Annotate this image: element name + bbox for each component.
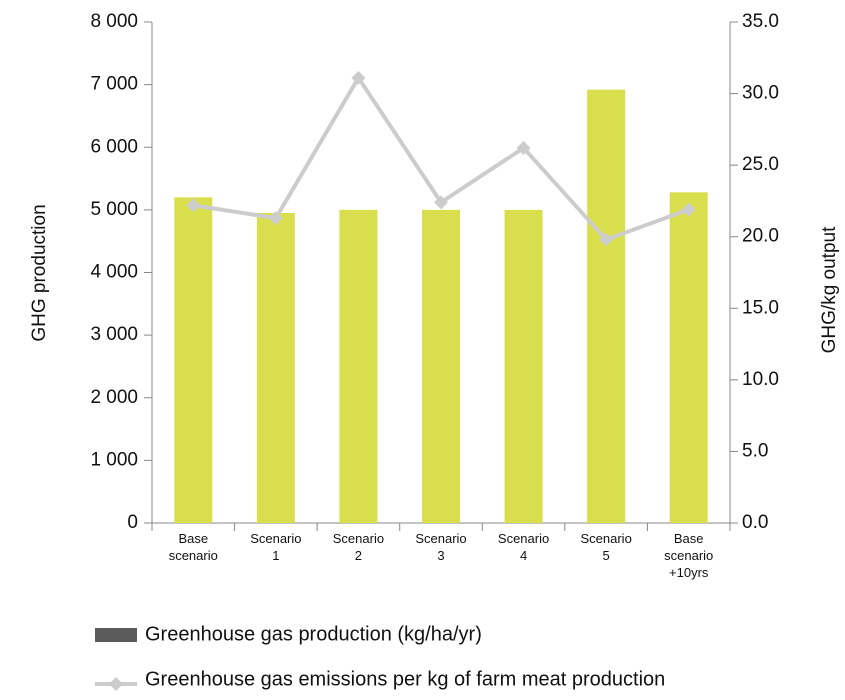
y-tick-label: 1 000 xyxy=(90,449,138,470)
bar xyxy=(422,209,460,523)
y2-tick-label: 10.0 xyxy=(742,369,779,390)
line-marker xyxy=(681,202,696,217)
legend-swatch xyxy=(95,628,137,642)
y-tick-label: 0 xyxy=(127,512,138,533)
bar xyxy=(174,197,213,523)
y-tick-label: 4 000 xyxy=(90,262,138,283)
legend-marker xyxy=(109,677,123,691)
y-tick-label: 7 000 xyxy=(90,74,138,95)
x-tick-label: Scenario 4 xyxy=(498,531,549,563)
bar xyxy=(256,213,295,523)
y-tick-label: 6 000 xyxy=(90,136,138,157)
y-tick-label: 5 000 xyxy=(90,199,138,220)
bar xyxy=(669,192,708,523)
line-marker xyxy=(186,198,201,213)
y-tick-label: 2 000 xyxy=(90,387,138,408)
x-tick-label: Scenario 5 xyxy=(580,531,631,563)
legend-label: Greenhouse gas emissions per kg of farm … xyxy=(145,668,665,690)
x-tick-label: Base scenario +10yrs xyxy=(664,531,713,580)
x-tick-label: Scenario 1 xyxy=(250,531,301,563)
y2-tick-label: 30.0 xyxy=(742,83,779,104)
line-marker xyxy=(434,195,448,210)
x-tick-label: Scenario 3 xyxy=(415,531,466,563)
line-marker xyxy=(599,232,614,247)
y2-axis-title: GHG/kg output xyxy=(819,226,840,353)
y2-tick-label: 20.0 xyxy=(742,226,779,247)
y-axis-title: GHG production xyxy=(29,204,50,341)
x-tick-label: Scenario 2 xyxy=(333,531,384,563)
bar xyxy=(339,209,378,523)
y2-tick-label: 25.0 xyxy=(742,154,779,175)
legend-label: Greenhouse gas production (kg/ha/yr) xyxy=(145,623,482,645)
bar xyxy=(504,209,543,523)
line-marker xyxy=(268,211,283,226)
line-marker xyxy=(516,140,531,155)
y2-tick-label: 5.0 xyxy=(742,440,768,461)
y2-tick-label: 35.0 xyxy=(742,11,779,32)
y2-tick-label: 0.0 xyxy=(742,512,768,533)
y2-tick-label: 15.0 xyxy=(742,297,779,318)
y-tick-label: 3 000 xyxy=(90,324,138,345)
line-marker xyxy=(351,70,366,85)
x-tick-label: Base scenario xyxy=(169,531,218,563)
y-tick-label: 8 000 xyxy=(90,11,138,32)
bar xyxy=(587,89,626,523)
